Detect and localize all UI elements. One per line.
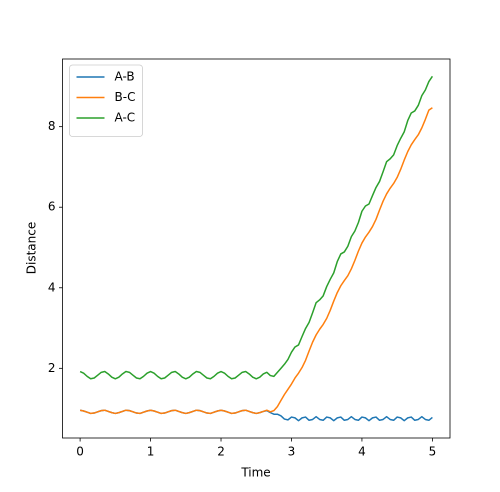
data-line (79, 75, 434, 380)
y-tick-label: 4 (48, 280, 56, 294)
legend-label: A-C (115, 111, 136, 125)
x-tick-label: 4 (358, 445, 366, 459)
x-tick-label: 3 (288, 445, 296, 459)
plot-area (79, 75, 434, 422)
x-axis-label: Time (240, 466, 270, 480)
x-tick-label: 2 (217, 445, 225, 459)
axes-frame (62, 58, 451, 439)
x-tick-label: 1 (147, 445, 155, 459)
data-line (79, 107, 433, 415)
x-tick-label: 0 (76, 445, 84, 459)
y-tick-label: 8 (48, 119, 56, 133)
legend-label: A-B (115, 70, 135, 84)
y-tick-label: 6 (48, 200, 56, 214)
x-tick-label: 5 (429, 445, 437, 459)
y-tick-label: 2 (48, 361, 56, 375)
y-axis-label: Distance (25, 222, 39, 274)
legend-label: B-C (115, 90, 136, 104)
